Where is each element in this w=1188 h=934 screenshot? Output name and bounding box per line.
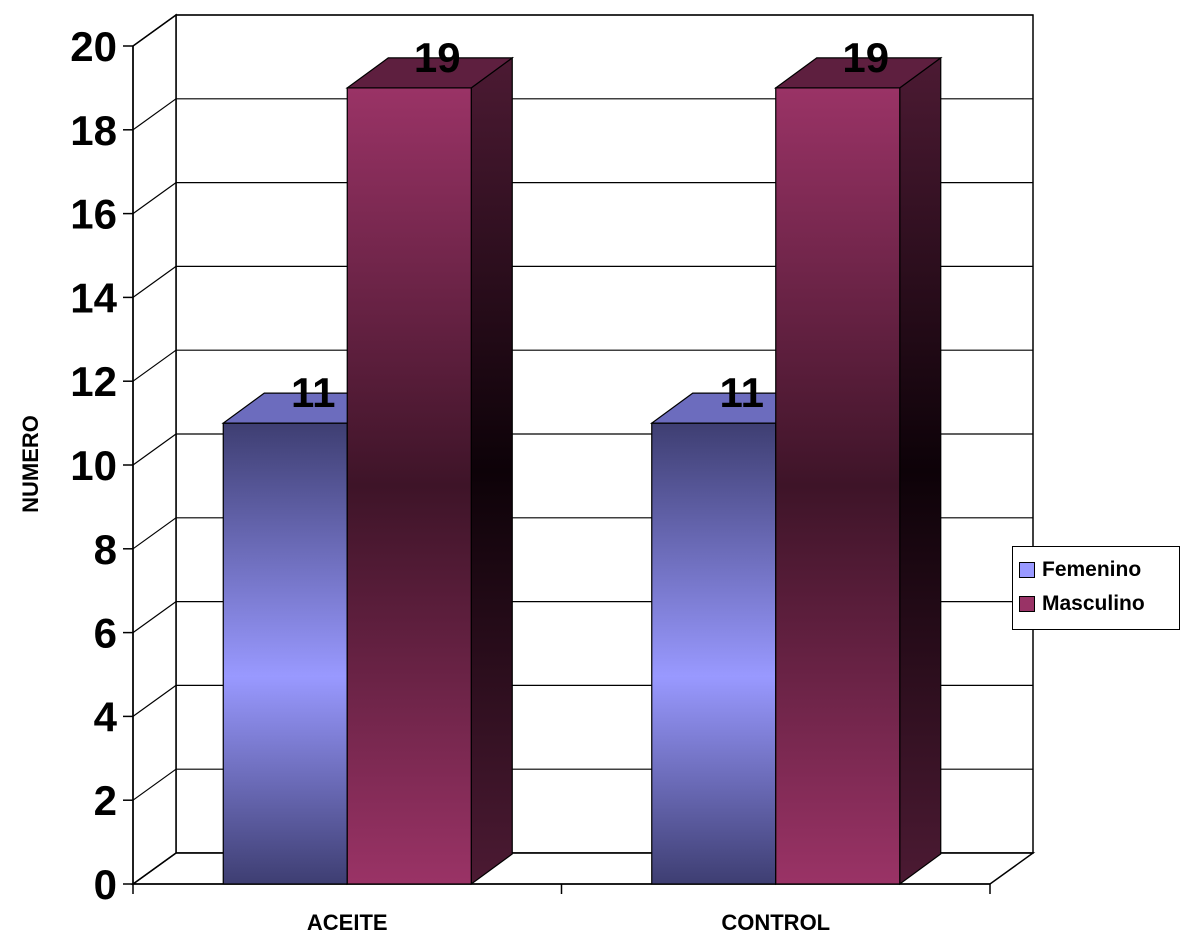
gridline-diagonal [132, 601, 177, 634]
legend-item-femenino: Femenino [1019, 553, 1173, 587]
x-category-label: ACEITE [307, 910, 388, 934]
bar-side [470, 56, 513, 886]
y-tick-labels: 0 2 4 6 8 10 12 14 16 18 20 [70, 23, 117, 908]
x-category-label: CONTROL [721, 910, 830, 934]
bar-front [775, 87, 901, 885]
y-tick-label: 14 [70, 274, 117, 321]
data-label-femenino: 11 [720, 369, 764, 416]
gridline-diagonal [132, 768, 177, 801]
bar-top [345, 57, 515, 89]
y-tick-label: 10 [70, 442, 117, 489]
data-label-femenino: 11 [291, 369, 335, 416]
gridline-diagonal [132, 433, 177, 466]
y-tick-label: 0 [94, 861, 117, 908]
legend-label-femenino: Femenino [1042, 558, 1142, 581]
legend-swatch-femenino [1019, 562, 1035, 578]
gridline-diagonal [132, 517, 177, 550]
bar-front [222, 422, 348, 885]
legend: Femenino Masculino [1012, 546, 1180, 630]
y-tick-label: 6 [94, 610, 117, 657]
data-label-masculino: 19 [842, 34, 889, 81]
y-tick-label: 8 [94, 526, 117, 573]
data-labels: 11 19 11 19 [291, 34, 889, 416]
y-axis-title: NUMERO [18, 415, 43, 513]
y-tick-label: 12 [70, 358, 117, 405]
bar-side [899, 56, 942, 886]
gridline-diagonal [132, 349, 177, 382]
bar-front [346, 87, 472, 885]
legend-item-masculino: Masculino [1019, 587, 1173, 621]
y-tick-label: 18 [70, 107, 117, 154]
bar-masculino-control [773, 56, 943, 886]
legend-label-masculino: Masculino [1042, 592, 1145, 615]
bar-front [651, 422, 777, 885]
y-tick-label: 20 [70, 23, 117, 70]
x-category-labels: ACEITE CONTROL [307, 910, 830, 934]
bar-masculino-aceite [345, 56, 515, 886]
data-label-masculino: 19 [414, 34, 461, 81]
gridline-diagonal [132, 684, 177, 717]
gridline-diagonal [132, 852, 177, 885]
y-tick-label: 2 [94, 777, 117, 824]
gridline-diagonal [132, 182, 177, 215]
bar-top [773, 57, 943, 89]
bars [221, 56, 943, 886]
y-tick-label: 4 [94, 693, 118, 740]
legend-swatch-masculino [1019, 596, 1035, 612]
gridline-diagonal [132, 98, 177, 131]
y-tick-label: 16 [70, 191, 117, 238]
gridline-diagonal [132, 265, 177, 298]
gridline-diagonal [132, 14, 177, 47]
